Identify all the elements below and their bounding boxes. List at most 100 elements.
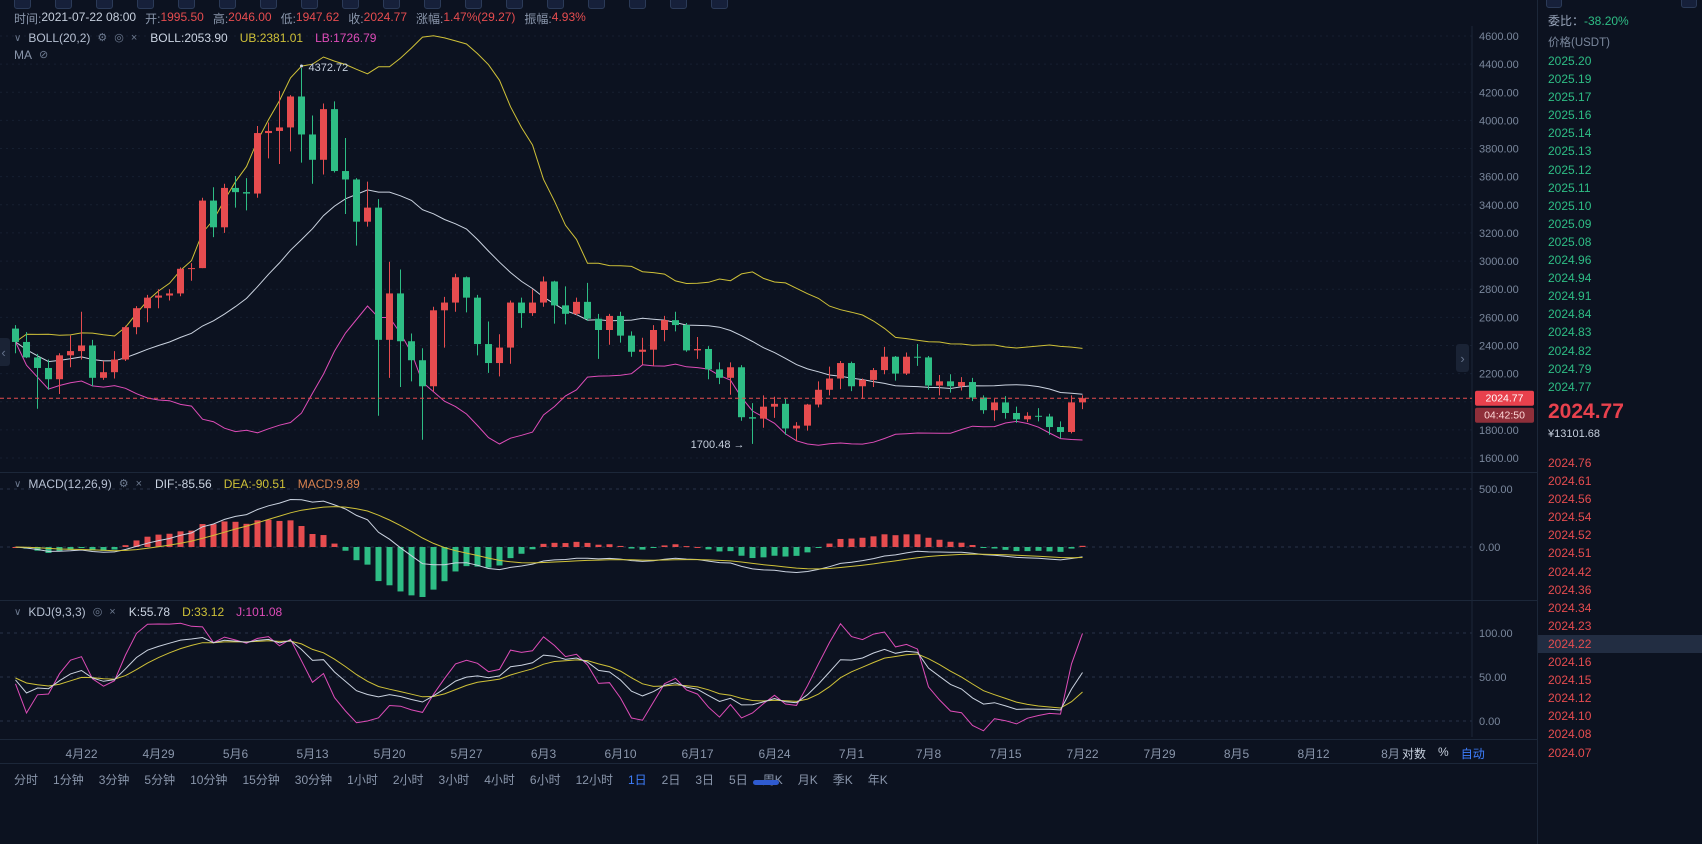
timeframe-item[interactable]: 月K <box>797 773 818 787</box>
chevron-down-icon[interactable]: ∨ <box>14 606 22 618</box>
timeframe-item[interactable]: 10分钟 <box>190 773 228 787</box>
timeframe-item[interactable]: 12小时 <box>575 773 613 787</box>
toolbar-icon[interactable] <box>1681 0 1697 8</box>
timeframe-item[interactable]: 3日 <box>695 773 715 787</box>
pan-left-handle[interactable]: ‹ <box>0 338 10 366</box>
ask-row[interactable]: 2025.13 <box>1548 144 1592 159</box>
bid-row[interactable]: 2024.12 <box>1548 691 1592 706</box>
bid-row[interactable]: 2024.34 <box>1548 600 1592 615</box>
timeframe-item[interactable]: 年K <box>867 773 888 787</box>
toolbar-icon[interactable] <box>96 0 113 9</box>
toolbar-icon[interactable] <box>219 0 236 9</box>
ask-row[interactable]: 2025.08 <box>1548 234 1592 249</box>
toolbar-icon[interactable] <box>260 0 277 9</box>
chevron-down-icon[interactable]: ∨ <box>14 478 22 490</box>
eye-icon[interactable]: ◎ <box>114 31 124 44</box>
orderbook-price-header: 价格(USDT) <box>1548 37 1610 49</box>
bid-row[interactable]: 2024.23 <box>1548 618 1592 633</box>
toolbar-icon[interactable] <box>137 0 154 9</box>
chevron-down-icon[interactable]: ∨ <box>14 32 22 44</box>
kdj-panel[interactable]: 100.00 50.00 0.00 <box>0 600 1537 737</box>
ask-row[interactable]: 2024.77 <box>1548 379 1592 394</box>
timeframe-item[interactable]: 1日 <box>627 773 647 787</box>
ask-row[interactable]: 2025.19 <box>1548 72 1592 87</box>
ask-row[interactable]: 2025.14 <box>1548 126 1592 141</box>
timeframe-item[interactable]: 30分钟 <box>294 773 333 787</box>
timeframe-item[interactable]: 5分钟 <box>144 773 176 787</box>
timeframe-item[interactable]: 3小时 <box>438 773 470 787</box>
close-icon[interactable]: × <box>130 31 138 44</box>
bid-row[interactable]: 2024.52 <box>1548 528 1592 543</box>
timeframe-item[interactable]: 2小时 <box>392 773 424 787</box>
ask-row[interactable]: 2025.09 <box>1548 216 1592 231</box>
bid-row[interactable]: 2024.08 <box>1548 727 1592 742</box>
gear-icon[interactable]: ⚙ <box>97 31 108 44</box>
timeframe-item[interactable]: 4小时 <box>484 773 515 787</box>
timeframe-item[interactable]: 3分钟 <box>98 773 130 787</box>
main-chart[interactable]: 4600.00 4400.00 4200.00 4000.00 3800.00 3600.… <box>0 26 1537 472</box>
bid-row[interactable]: 2024.22 <box>1538 634 1702 654</box>
ask-row[interactable]: 2024.83 <box>1548 325 1592 340</box>
toolbar-icon[interactable] <box>342 0 359 9</box>
toolbar-icon[interactable] <box>178 0 195 9</box>
last-price-block: 2024.77 ¥13101.68 <box>1548 400 1624 440</box>
ask-row[interactable]: 2025.20 <box>1548 54 1592 68</box>
toolbar-icon[interactable] <box>14 0 31 9</box>
bid-row[interactable]: 2024.56 <box>1548 492 1592 507</box>
toolbar-icon[interactable] <box>301 0 318 9</box>
toolbar-icon[interactable] <box>670 0 687 9</box>
ask-row[interactable]: 2024.82 <box>1548 343 1592 358</box>
timeframe-item[interactable]: 季K <box>832 773 853 787</box>
timeframe-item[interactable]: 6小时 <box>529 773 561 787</box>
macd-panel[interactable]: 500.00 0.00 <box>0 472 1537 600</box>
bid-row[interactable]: 2024.42 <box>1548 564 1592 579</box>
axis-control-%[interactable]: % <box>1438 745 1449 759</box>
ask-row[interactable]: 2024.94 <box>1548 271 1592 286</box>
date-tick: 7月8 <box>915 747 942 761</box>
toolbar-icon[interactable] <box>383 0 400 9</box>
bid-row[interactable]: 2024.54 <box>1548 510 1592 525</box>
timeframe-item[interactable]: 分时 <box>14 773 39 787</box>
bid-row[interactable]: 2024.36 <box>1548 582 1592 597</box>
axis-control-自动[interactable]: 自动 <box>1460 747 1485 761</box>
timeframe-item[interactable]: 1小时 <box>347 773 378 787</box>
bid-row[interactable]: 2024.51 <box>1548 546 1592 561</box>
ask-row[interactable]: 2025.11 <box>1548 180 1591 195</box>
toolbar-icon[interactable] <box>588 0 605 9</box>
bid-row[interactable]: 2024.10 <box>1548 709 1592 724</box>
ask-row[interactable]: 2024.91 <box>1548 289 1592 304</box>
svg-text:2800.00: 2800.00 <box>1479 284 1519 296</box>
timeframe-item[interactable]: 2日 <box>661 773 681 787</box>
ask-row[interactable]: 2024.96 <box>1548 253 1592 268</box>
close-icon[interactable]: × <box>109 605 116 618</box>
eye-icon[interactable]: ◎ <box>92 605 103 618</box>
bid-row[interactable]: 2024.15 <box>1548 673 1592 688</box>
toolbar-icon[interactable] <box>506 0 523 9</box>
toolbar-icon[interactable] <box>1546 0 1562 8</box>
axis-control-对数[interactable]: 对数 <box>1402 747 1427 761</box>
toolbar-icon[interactable] <box>711 0 728 9</box>
timeframe-item[interactable]: 1分钟 <box>53 773 84 787</box>
ask-row[interactable]: 2024.79 <box>1548 361 1592 376</box>
toolbar-icon[interactable] <box>424 0 441 9</box>
timeframe-item[interactable]: 5日 <box>729 773 748 787</box>
scrollbar-thumb[interactable] <box>753 780 779 785</box>
bid-row[interactable]: 2024.61 <box>1548 474 1592 489</box>
ask-row[interactable]: 2025.10 <box>1548 198 1592 213</box>
eye-off-icon[interactable]: ⊘ <box>39 48 49 61</box>
bid-row[interactable]: 2024.16 <box>1548 655 1592 670</box>
gear-icon[interactable]: ⚙ <box>118 477 129 490</box>
toolbar-icon[interactable] <box>629 0 646 9</box>
bid-row[interactable]: 2024.07 <box>1548 745 1592 760</box>
close-icon[interactable]: × <box>135 477 143 490</box>
toolbar-icon[interactable] <box>465 0 482 9</box>
ask-row[interactable]: 2024.84 <box>1548 307 1592 322</box>
pan-right-handle[interactable]: › <box>1456 344 1469 372</box>
toolbar-icon[interactable] <box>55 0 72 9</box>
toolbar-icon[interactable] <box>547 0 564 9</box>
ask-row[interactable]: 2025.16 <box>1548 108 1592 123</box>
ask-row[interactable]: 2025.12 <box>1548 162 1592 177</box>
bid-row[interactable]: 2024.76 <box>1548 456 1592 470</box>
timeframe-item[interactable]: 15分钟 <box>242 773 280 787</box>
ask-row[interactable]: 2025.17 <box>1548 90 1592 105</box>
